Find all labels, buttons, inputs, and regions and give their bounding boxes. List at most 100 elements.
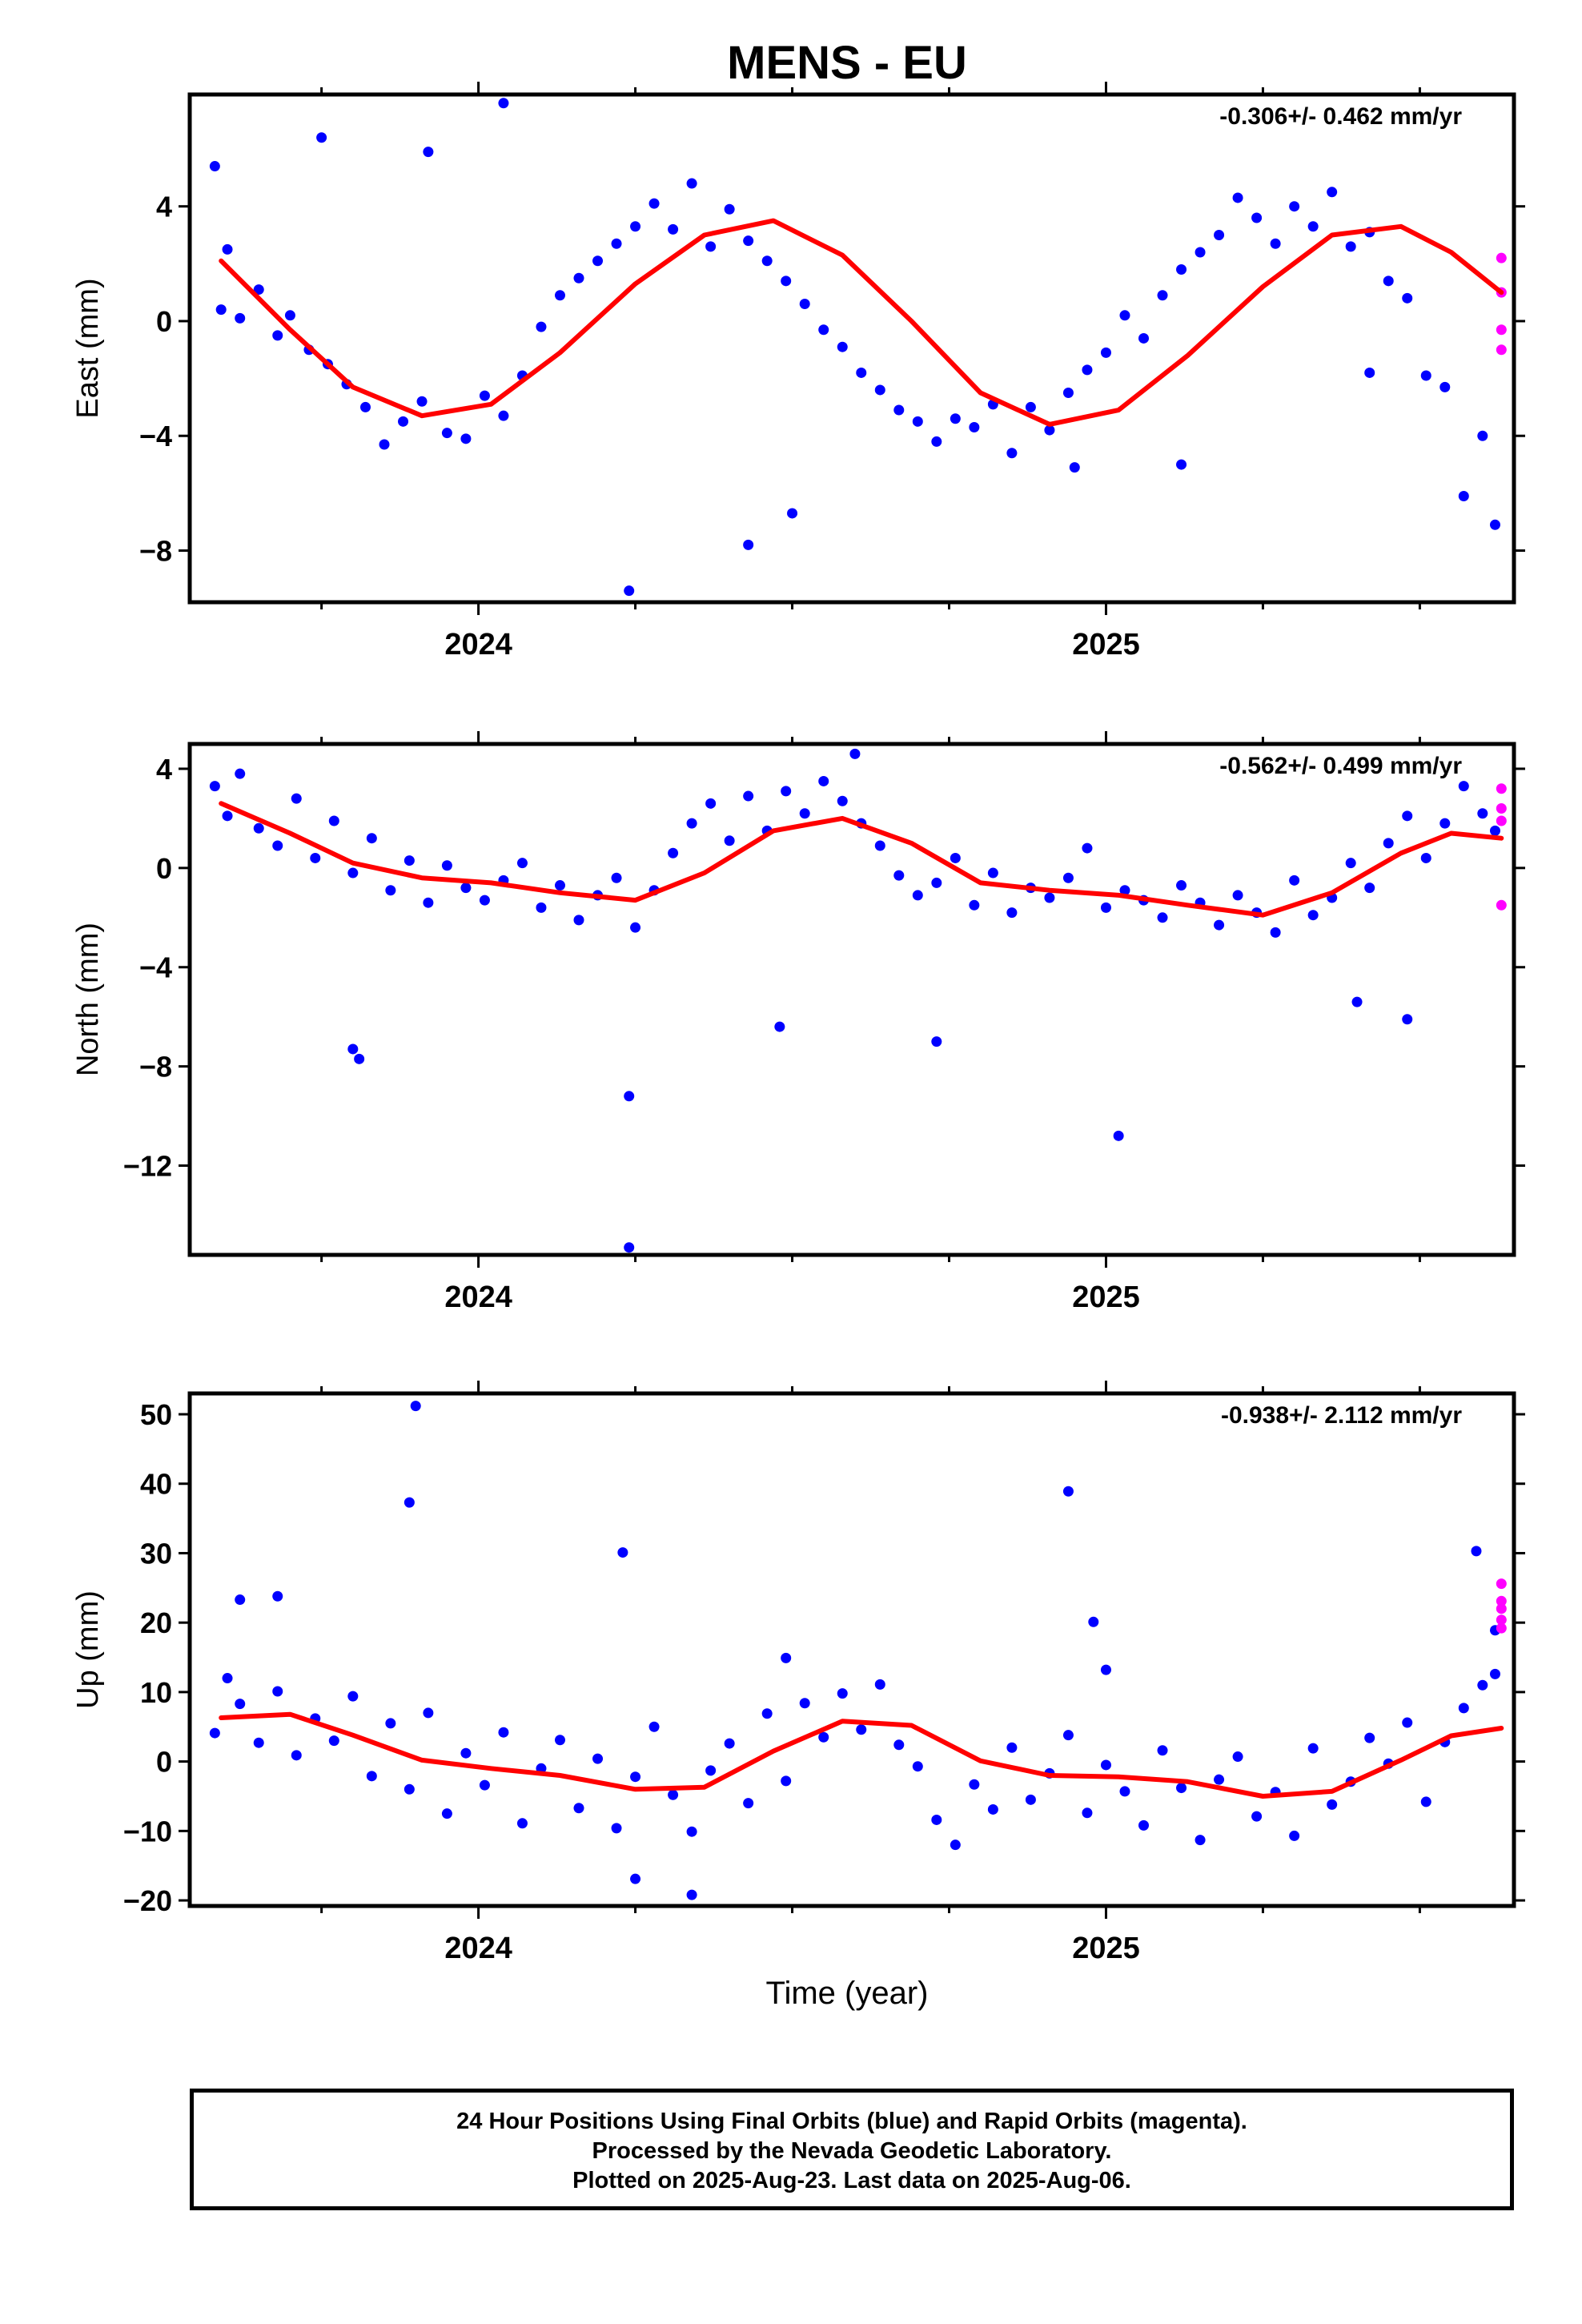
final-orbit-point xyxy=(686,818,697,829)
final-orbit-point xyxy=(1044,424,1055,436)
final-orbit-point xyxy=(573,915,584,926)
final-orbit-point xyxy=(630,1771,641,1783)
y-axis-label: Up (mm) xyxy=(71,1590,105,1709)
final-orbit-point xyxy=(799,298,810,309)
final-orbit-point xyxy=(874,384,885,396)
final-orbit-point xyxy=(460,883,472,894)
final-orbit-point xyxy=(1289,201,1300,212)
final-orbit-point xyxy=(1307,221,1319,232)
caption-box: 24 Hour Positions Using Final Orbits (bl… xyxy=(190,2089,1514,2210)
final-orbit-point xyxy=(1138,1819,1150,1831)
final-orbit-point xyxy=(1119,310,1130,321)
final-orbit-point xyxy=(359,401,371,412)
final-orbit-point xyxy=(837,341,848,352)
final-orbit-point xyxy=(856,367,867,378)
final-orbit-point xyxy=(253,822,264,834)
final-orbit-point xyxy=(253,1737,264,1748)
final-orbit-point xyxy=(1157,1745,1168,1756)
final-orbit-point xyxy=(950,852,961,863)
final-orbit-point xyxy=(781,275,792,287)
x-tick-label: 2025 xyxy=(1072,1932,1140,1965)
final-orbit-point xyxy=(648,198,660,209)
model-fit-line xyxy=(219,1711,1504,1799)
caption-line-3: Plotted on 2025-Aug-23. Last data on 202… xyxy=(572,2168,1131,2193)
final-orbit-point xyxy=(611,872,622,883)
final-orbit-point xyxy=(611,238,622,249)
final-orbit-point xyxy=(410,1401,421,1412)
final-orbit-point xyxy=(1232,192,1243,203)
panel-1: 2024 2025 4 0 −4 −8 East (mm) -0.306+/- 0.462 m… xyxy=(71,82,1525,661)
final-orbit-point xyxy=(1251,1811,1263,1822)
final-orbit-point xyxy=(1327,1799,1338,1810)
final-orbit-point xyxy=(624,1091,635,1102)
final-orbit-point xyxy=(781,1652,792,1663)
x-tick-label: 2025 xyxy=(1072,1281,1140,1314)
final-orbit-point xyxy=(235,768,246,779)
final-orbit-point xyxy=(516,858,528,869)
final-orbit-point xyxy=(1402,1717,1413,1728)
final-orbit-point xyxy=(1327,187,1338,198)
final-orbit-point xyxy=(235,1699,246,1710)
final-orbit-point xyxy=(316,132,327,143)
final-orbit-point xyxy=(222,810,233,822)
y-tick-label: −4 xyxy=(139,951,172,984)
final-orbit-point xyxy=(1383,275,1394,287)
final-orbit-point xyxy=(668,223,679,235)
final-orbit-point xyxy=(1176,880,1187,891)
final-orbit-point xyxy=(1195,247,1206,258)
final-orbit-point xyxy=(818,1731,829,1743)
final-orbit-point xyxy=(366,833,377,844)
final-orbit-point xyxy=(498,410,509,421)
final-orbit-point xyxy=(1100,1759,1111,1771)
y-tick-label: −4 xyxy=(139,420,172,452)
final-orbit-point xyxy=(743,1798,754,1809)
y-tick-label: −8 xyxy=(139,1051,172,1084)
final-orbit-point xyxy=(272,1590,283,1602)
panel-2: 2024 2025 4 0 −4 −8 −12 North (mm) -0.562+/- 0.4… xyxy=(71,731,1525,1314)
final-orbit-point xyxy=(743,790,754,802)
final-orbit-point xyxy=(385,885,396,896)
final-orbit-point xyxy=(1119,1786,1130,1797)
final-orbit-point xyxy=(291,793,302,804)
final-orbit-point xyxy=(1420,370,1431,381)
final-orbit-point xyxy=(1383,838,1394,849)
final-orbit-point xyxy=(1471,1546,1482,1557)
final-orbit-point xyxy=(1025,1794,1036,1805)
final-orbit-point xyxy=(874,1679,885,1690)
final-orbit-point xyxy=(856,1724,867,1735)
final-orbit-point xyxy=(1364,1732,1375,1743)
final-orbit-point xyxy=(385,1718,396,1729)
final-orbit-point xyxy=(893,870,905,881)
final-orbit-point xyxy=(1138,332,1150,344)
final-orbit-point xyxy=(404,1783,415,1795)
final-orbit-point xyxy=(354,1053,365,1064)
final-orbit-point xyxy=(291,1750,302,1761)
final-orbit-point xyxy=(536,321,547,332)
final-orbit-point xyxy=(310,852,321,863)
final-orbit-point xyxy=(441,1808,452,1819)
caption-line-1: 24 Hour Positions Using Final Orbits (bl… xyxy=(456,2109,1247,2134)
final-orbit-point xyxy=(209,1727,220,1739)
final-orbit-point xyxy=(1176,1783,1187,1794)
final-orbit-point xyxy=(987,1803,998,1815)
final-orbit-point xyxy=(931,1814,942,1825)
final-orbit-point xyxy=(893,404,905,416)
final-orbit-point xyxy=(284,310,295,321)
final-orbit-point xyxy=(1044,892,1055,903)
y-tick-label: −20 xyxy=(123,1884,172,1917)
chart-title: MENS - EU xyxy=(727,37,967,89)
final-orbit-point xyxy=(1176,459,1187,470)
final-orbit-point xyxy=(398,416,409,427)
final-orbit-point xyxy=(441,860,452,871)
final-orbit-point xyxy=(328,1735,339,1747)
final-orbit-point xyxy=(611,1823,622,1834)
rapid-orbit-point xyxy=(1496,1578,1507,1590)
final-orbit-point xyxy=(705,1765,717,1776)
x-tick-label: 2025 xyxy=(1072,628,1140,661)
plot-frame xyxy=(187,92,1516,605)
final-orbit-point xyxy=(624,585,635,597)
final-orbit-point xyxy=(1458,1703,1469,1714)
final-orbit-point xyxy=(592,1753,604,1764)
final-orbit-point xyxy=(1100,1664,1111,1675)
